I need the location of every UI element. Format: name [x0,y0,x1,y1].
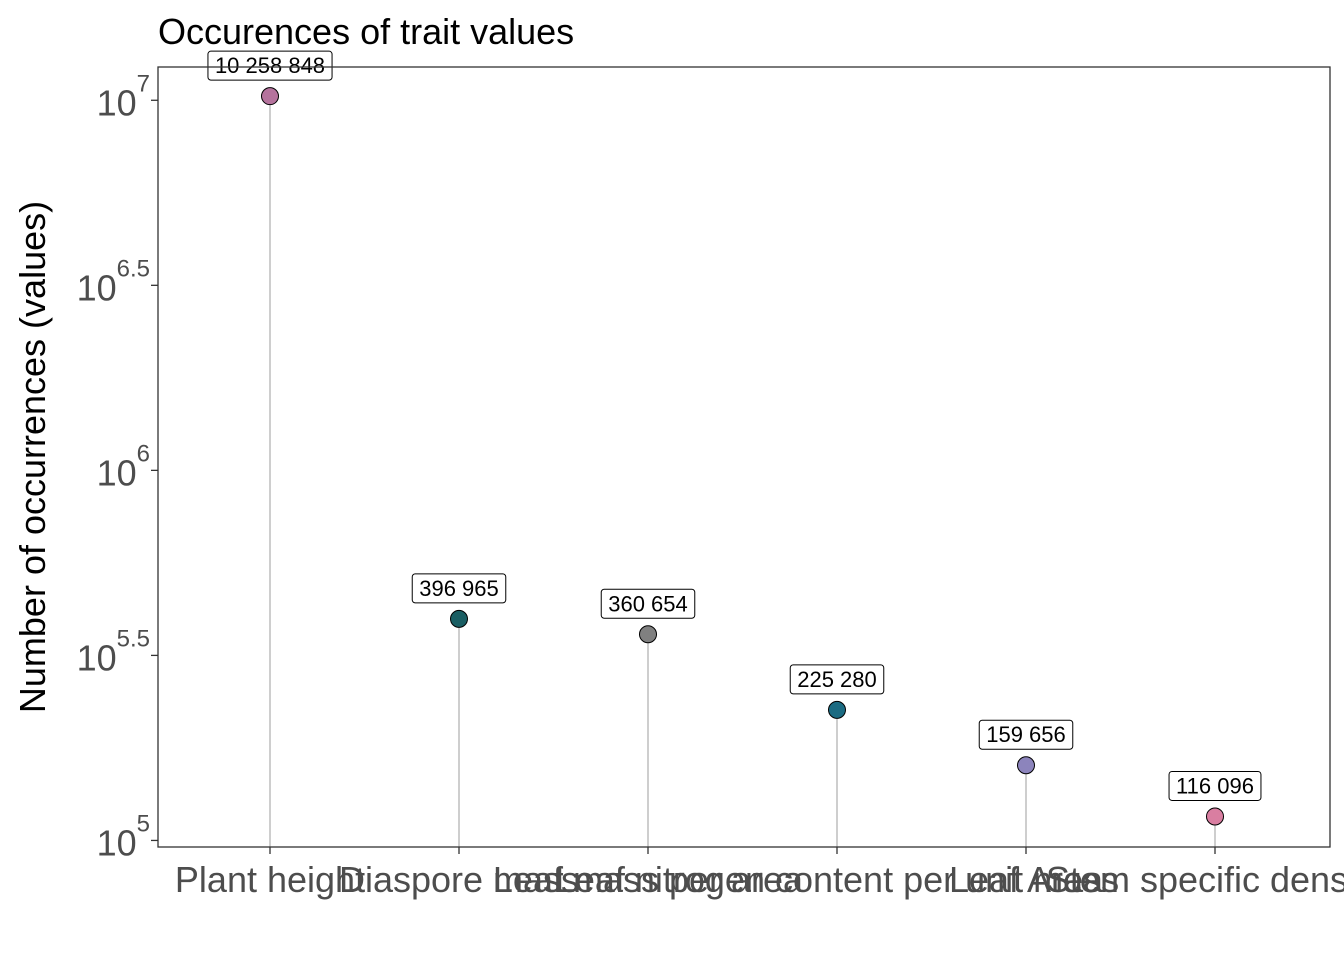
data-label-box [600,588,696,619]
data-label-box [978,719,1074,750]
data-label-box [1168,770,1262,801]
y-tick-label: 105 [97,810,150,863]
data-label-box [207,50,333,81]
data-point [261,87,279,106]
chart-title: Occurences of trait values [158,11,574,52]
data-label-box [789,664,885,695]
data-point [1206,807,1224,826]
y-tick-label: 106 [97,440,150,493]
y-axis: 105 105.5 106 106.5 107 [77,70,158,863]
data-label-box [411,573,507,604]
data-label: 159 656 [986,722,1066,747]
y-tick-label: 105.5 [77,625,150,678]
x-tick-label: Leaf Area [949,859,1104,900]
x-tick-label: Diaspore mass [339,859,579,900]
y-tick-label: 107 [97,70,150,123]
x-tick-label: Leaf mass per area [493,859,804,900]
data-point [828,700,846,719]
data-label: 225 280 [797,667,877,692]
data-point [1017,756,1035,775]
x-tick-label: Plant height [175,859,365,900]
data-point [450,609,468,628]
data-label: 10 258 848 [215,53,325,78]
x-tick-label: Leaf nitrogen content per unit mass [555,859,1119,900]
plot-panel-border [157,66,1331,848]
x-tick-label: Stem specific density [1046,859,1344,900]
data-label: 396 965 [419,576,499,601]
y-tick-label: 106.5 [77,255,150,308]
data-label: 116 096 [1176,773,1254,798]
data-label: 360 654 [608,591,688,616]
plot-marks: 10 258 848 396 965 360 654 225 280 159 656 11… [207,50,1262,847]
y-axis-label: Number of occurrences (values) [12,201,53,713]
data-point [639,625,657,644]
